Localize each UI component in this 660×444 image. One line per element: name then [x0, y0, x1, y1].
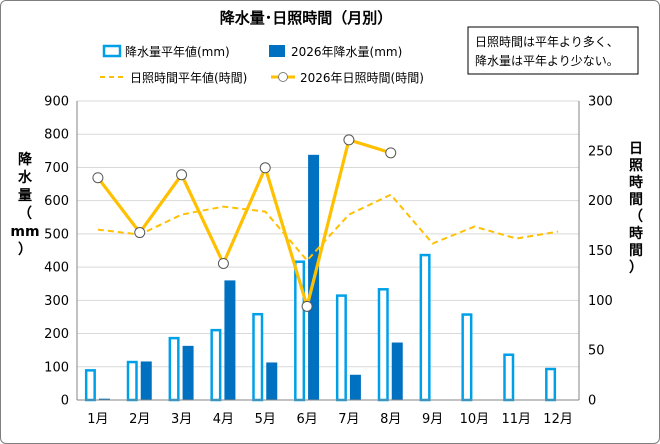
y-axis-label-right-char: （: [629, 209, 643, 225]
bar-normal-precip: [210, 328, 222, 402]
point-2026-sunshine: [92, 172, 104, 184]
line-2026-sunshine: [96, 137, 392, 313]
gridlines: [77, 100, 579, 368]
y-axis-label-right-char: ）: [629, 260, 643, 276]
bar-normal-precip: [545, 367, 557, 402]
y-axis-label-left-char: （: [18, 206, 32, 222]
point-2026-sunshine: [301, 300, 313, 312]
y-axis-label-left: 降水量 （ mm ）: [10, 151, 39, 258]
axes: [76, 101, 580, 401]
x-tick-label: 11月: [501, 412, 531, 427]
point-2026-sunshine: [217, 257, 229, 269]
bar-2026-precip: [349, 374, 361, 400]
x-axis-ticks: 1月 2月 3月 4月 5月 6月 7月 8月 9月 10月 11月 12月: [87, 412, 573, 427]
right-tick-label: 100: [588, 294, 613, 309]
bar-normal-precip: [168, 336, 180, 402]
y-axis-label-right-char: 間: [629, 192, 643, 208]
bar-normal-precip: [252, 312, 264, 402]
right-tick-label: 250: [588, 144, 613, 159]
x-tick-label: 3月: [171, 412, 192, 427]
left-tick-label: 300: [44, 294, 69, 309]
y-axis-label-left-char: 量: [18, 188, 32, 204]
bar-2026-precip: [98, 398, 110, 400]
bar-normal-precip: [335, 294, 347, 402]
left-tick-label: 200: [44, 327, 69, 342]
lines: [92, 134, 559, 313]
y-axis-label-right-char: 時: [629, 225, 643, 242]
x-tick-label: 6月: [296, 412, 317, 427]
x-tick-label: 10月: [460, 412, 490, 427]
x-tick-label: 5月: [255, 412, 276, 427]
left-tick-label: 900: [44, 95, 69, 110]
left-tick-label: 600: [44, 194, 69, 209]
y-axis-label-right: 日照時間（時間）: [629, 141, 643, 276]
point-2026-sunshine: [134, 227, 146, 239]
bar-normal-precip: [503, 353, 515, 402]
bar-2026-precip: [224, 280, 236, 400]
point-2026-sunshine: [259, 162, 271, 174]
left-tick-label: 0: [61, 394, 69, 409]
bars: [84, 154, 557, 402]
bar-normal-precip: [84, 369, 96, 402]
point-2026-sunshine: [176, 169, 188, 181]
y-axis-label-left-char: mm: [10, 224, 39, 240]
bar-2026-precip: [182, 345, 194, 400]
bar-2026-precip: [266, 362, 278, 400]
annotation-line-2: 降水量は平年より少ない。: [475, 54, 619, 68]
bar-normal-precip: [377, 288, 389, 402]
x-tick-label: 9月: [422, 412, 443, 427]
bar-2026-precip: [391, 342, 403, 400]
bar-normal-precip: [126, 360, 138, 402]
legend-swatch-2026-precip: [269, 45, 285, 57]
y-axis-label-right-char: 時: [629, 174, 643, 191]
chart-title: 降水量･日照時間（月別）: [220, 9, 393, 27]
point-2026-sunshine: [343, 134, 355, 146]
x-tick-label: 2月: [129, 412, 150, 427]
left-tick-label: 400: [44, 261, 69, 276]
legend-swatch-normal-precip: [102, 44, 122, 58]
left-axis-ticks: 0 100 200 300 400 500 600 700 800 900: [44, 95, 69, 409]
right-axis-ticks: 0 50 100 150 200 250 300: [588, 95, 613, 409]
right-tick-label: 0: [588, 394, 596, 409]
right-tick-label: 50: [588, 344, 605, 359]
point-2026-sunshine: [385, 147, 397, 159]
x-tick-label: 12月: [543, 412, 573, 427]
y-axis-label-left-char: 降: [18, 151, 33, 168]
right-tick-label: 150: [588, 244, 613, 259]
y-axis-label-right-char: 日: [629, 141, 643, 157]
y-axis-label-right-char: 照: [629, 158, 643, 174]
right-tick-label: 200: [588, 194, 613, 209]
legend: 降水量平年値(mm) 2026年降水量(mm) 日照時間平年値(時間) 2026…: [100, 44, 424, 85]
x-tick-label: 1月: [87, 412, 108, 427]
legend-label-normal-sun: 日照時間平年値(時間): [130, 70, 247, 85]
bar-normal-precip: [419, 253, 431, 402]
legend-label-2026-precip: 2026年降水量(mm): [291, 45, 402, 59]
legend-label-2026-sun: 2026年日照時間(時間): [300, 71, 424, 85]
x-tick-label: 4月: [213, 412, 234, 427]
line-normal-sunshine: [97, 193, 559, 263]
x-tick-label: 7月: [338, 412, 359, 427]
legend-label-normal-precip: 降水量平年値(mm): [125, 44, 230, 59]
left-tick-label: 800: [44, 128, 69, 143]
legend-marker-2026-sun: [278, 72, 288, 82]
annotation-line-1: 日照時間は平年より多く、: [475, 35, 619, 49]
left-tick-label: 700: [44, 161, 69, 176]
annotation-box: 日照時間は平年より多く、 降水量は平年より少ない。: [467, 26, 639, 75]
bar-2026-precip: [140, 361, 152, 400]
y-axis-label-left-char: ）: [18, 242, 32, 258]
left-tick-label: 500: [44, 227, 69, 242]
y-axis-label-right-char: 間: [629, 243, 643, 259]
right-tick-label: 300: [588, 95, 613, 110]
bar-normal-precip: [461, 313, 473, 402]
left-tick-label: 100: [44, 360, 69, 375]
y-axis-label-left-char: 水: [18, 169, 33, 186]
x-tick-label: 8月: [380, 412, 401, 427]
